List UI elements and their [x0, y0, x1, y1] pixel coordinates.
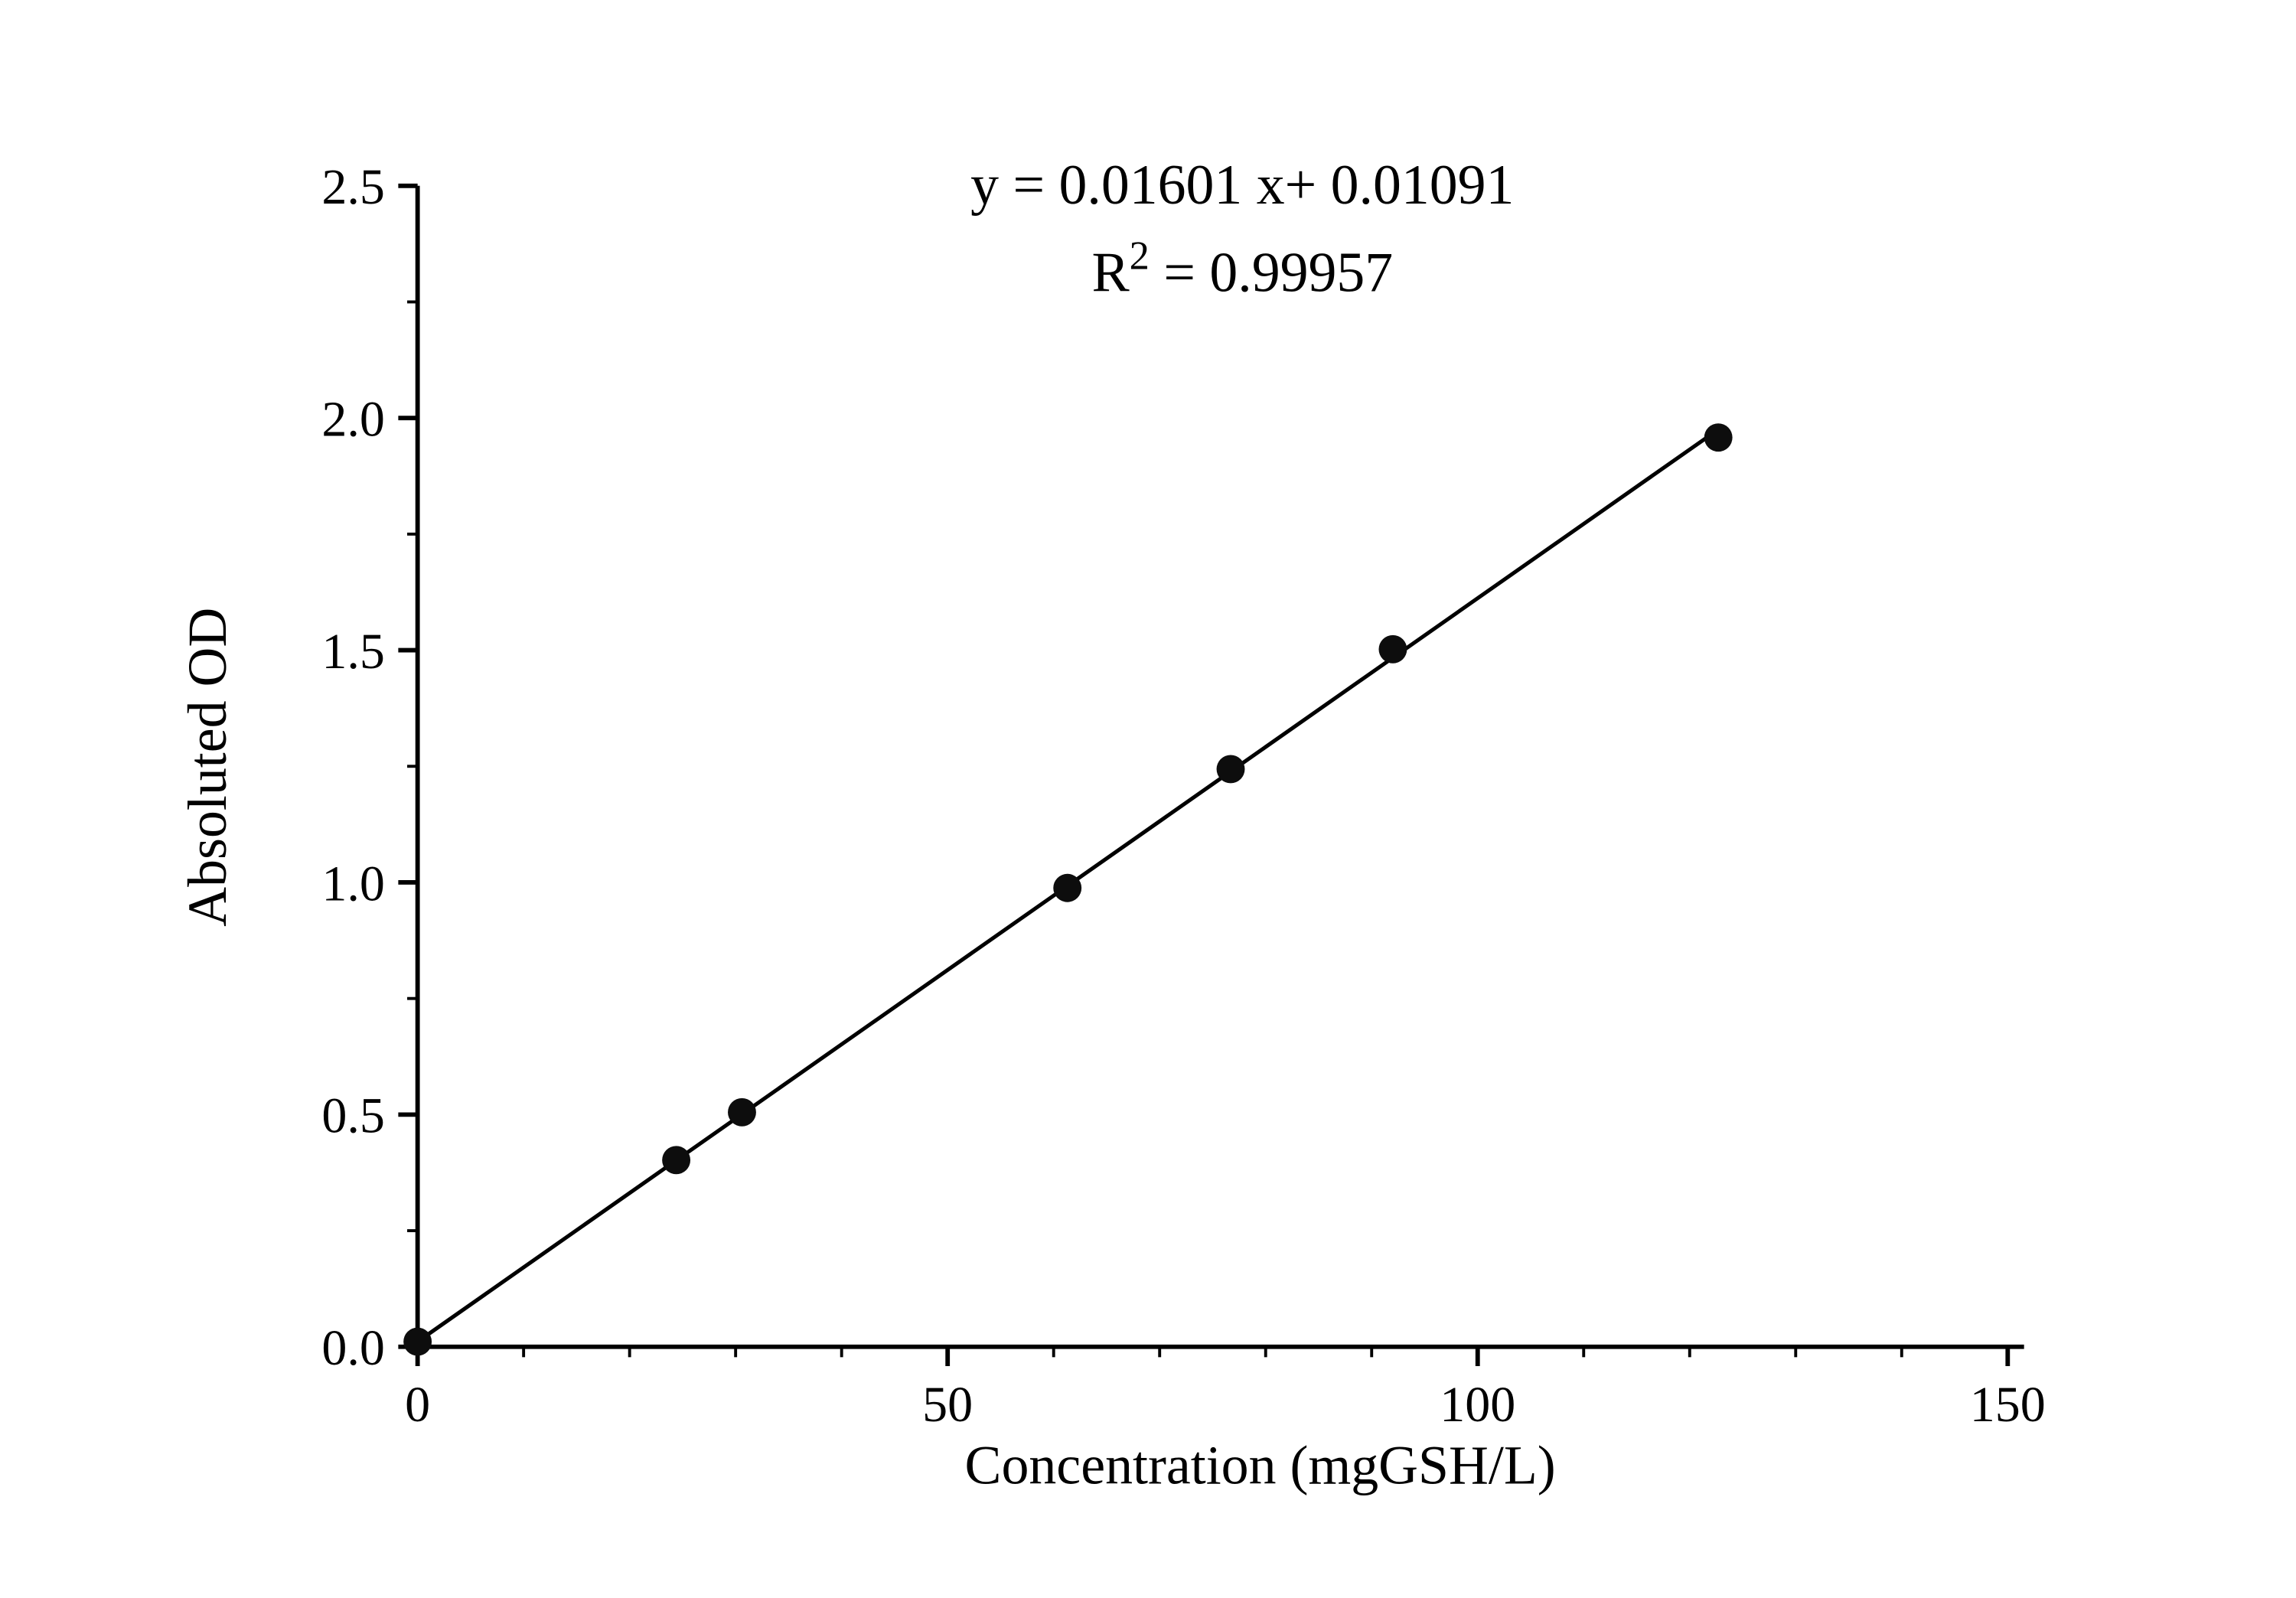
y-tick-label: 0.0	[321, 1320, 385, 1376]
data-layer	[403, 423, 1733, 1356]
r-squared-base: R	[1091, 241, 1130, 304]
y-tick-label: 2.0	[321, 391, 385, 447]
data-point	[403, 1327, 432, 1356]
r-squared-value: = 0.99957	[1150, 241, 1393, 304]
x-axis-title: Concentration (mgGSH/L)	[965, 1434, 1556, 1495]
y-axis-title: Absoluted OD	[177, 608, 238, 927]
x-tick-label: 0	[405, 1377, 430, 1433]
data-point	[728, 1097, 756, 1127]
x-tick-label: 150	[1970, 1377, 2046, 1433]
y-tick-label: 0.5	[321, 1088, 385, 1144]
y-tick-label: 1.5	[321, 624, 385, 680]
data-point	[1216, 755, 1245, 784]
y-tick-label: 1.0	[321, 856, 385, 912]
r-squared-superscript: 2	[1130, 234, 1150, 279]
data-point	[662, 1146, 691, 1175]
y-tick-label: 2.5	[321, 159, 385, 215]
data-point	[1704, 423, 1733, 452]
equation-text: y = 0.01601 x+ 0.01091	[970, 153, 1514, 216]
x-tick-label: 100	[1440, 1377, 1515, 1433]
axes-layer: 0 50 100 150 0.0 0.5 1.0 1.5 2.0 2.5	[321, 159, 2045, 1433]
r-squared-text: R2 = 0.99957	[1091, 234, 1393, 304]
x-tick-label: 50	[922, 1377, 973, 1433]
data-point	[1053, 873, 1082, 902]
data-point	[1378, 634, 1407, 664]
